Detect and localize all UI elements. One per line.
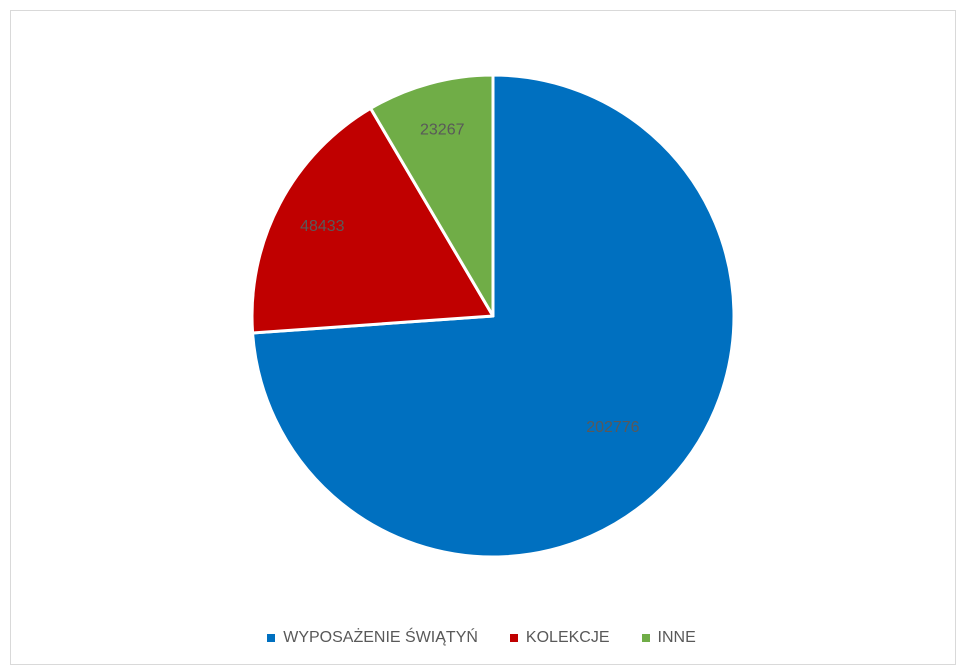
data-label-1: 202776 <box>586 419 639 436</box>
legend-swatch <box>510 634 518 642</box>
legend-label: WYPOSAŻENIE ŚWIĄTYŃ <box>283 629 478 647</box>
legend-label: INNE <box>658 629 696 647</box>
legend-swatch <box>267 634 275 642</box>
legend-item-2: KOLEKCJE <box>510 629 610 647</box>
data-label-2: 48433 <box>300 218 345 235</box>
chart-legend: WYPOSAŻENIE ŚWIĄTYŃ KOLEKCJE INNE <box>0 626 963 650</box>
legend-label: KOLEKCJE <box>526 629 610 647</box>
legend-item-3: INNE <box>642 629 696 647</box>
legend-swatch <box>642 634 650 642</box>
data-label-3: 23267 <box>420 121 465 138</box>
legend-item-1: WYPOSAŻENIE ŚWIĄTYŃ <box>267 629 478 647</box>
